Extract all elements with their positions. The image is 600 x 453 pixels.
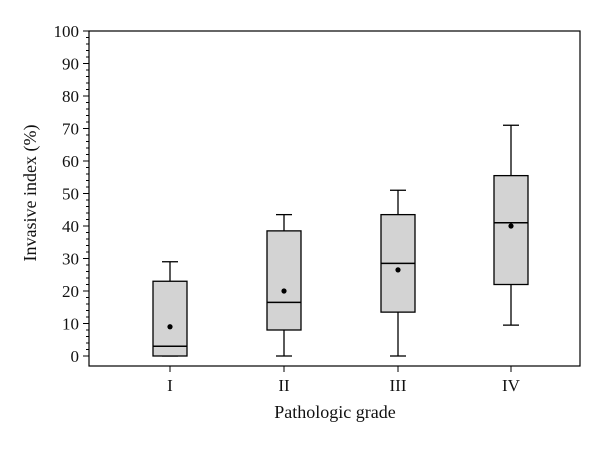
y-tick-label: 60	[62, 152, 79, 171]
y-tick-label: 80	[62, 87, 79, 106]
box-II	[266, 213, 302, 357]
y-tick-label: 30	[62, 250, 79, 269]
mean-point	[395, 267, 401, 273]
mean-point	[508, 223, 514, 229]
x-tick-label: IV	[502, 376, 521, 395]
mean-point	[167, 324, 173, 330]
x-tick-label: III	[390, 376, 407, 395]
box-III	[380, 189, 416, 357]
x-tick-label: I	[167, 376, 173, 395]
x-axis-title: Pathologic grade	[274, 402, 395, 422]
x-axis: I II III IV	[167, 366, 521, 395]
y-tick-label: 0	[71, 347, 80, 366]
y-tick-label: 40	[62, 217, 79, 236]
y-tick-label: 50	[62, 185, 79, 204]
iqr-box	[266, 230, 302, 331]
y-tick-label: 20	[62, 282, 79, 301]
mean-point	[281, 288, 287, 294]
y-axis-title: Invasive index (%)	[20, 125, 41, 262]
y-tick-label: 90	[62, 55, 79, 74]
boxes	[152, 124, 529, 357]
x-tick-label: II	[278, 376, 290, 395]
y-axis: 0 10 20 30 40 50 60 70 80 90 100	[54, 22, 89, 366]
iqr-box	[493, 174, 529, 286]
y-tick-label: 70	[62, 120, 79, 139]
y-tick-label: 10	[62, 315, 79, 334]
plot-frame	[88, 30, 581, 367]
y-tick-label: 100	[54, 22, 80, 41]
box-IV	[493, 124, 529, 326]
box-I	[152, 261, 188, 357]
iqr-box	[152, 280, 188, 357]
